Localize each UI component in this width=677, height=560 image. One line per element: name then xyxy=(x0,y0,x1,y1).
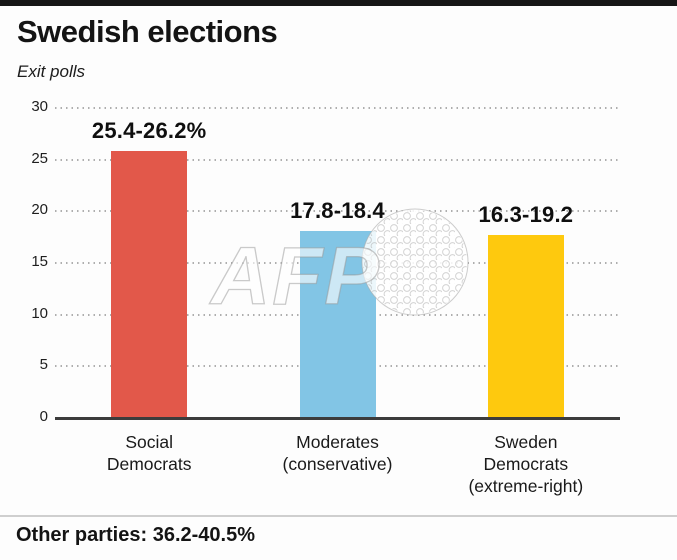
value-label-social-democrats: 25.4-26.2% xyxy=(91,118,207,144)
bar-moderates-conservative xyxy=(299,230,376,418)
category-label-line: (extreme-right) xyxy=(468,476,584,496)
y-tick-label-0: 0 xyxy=(39,408,48,425)
other-parties-note: Other parties: 36.2-40.5% xyxy=(16,524,255,546)
x-axis-line xyxy=(55,417,620,420)
top-accent-bar xyxy=(0,0,677,6)
page-subtitle: Exit polls xyxy=(17,62,86,81)
category-label-sweden-democrats-extreme-right: Sweden Democrats (extreme-right) xyxy=(416,431,636,497)
y-tick-label-10: 10 xyxy=(31,304,48,322)
category-label-line: Democrats xyxy=(106,454,192,474)
gridline-30 xyxy=(55,107,620,109)
gridline-20 xyxy=(55,210,620,213)
y-tick-label-20: 20 xyxy=(31,201,48,219)
category-label-line: Moderates xyxy=(296,432,379,452)
footer-divider xyxy=(0,515,677,517)
gridline-25 xyxy=(55,158,620,161)
bar-social-democrats xyxy=(111,151,188,418)
category-label-line: Sweden xyxy=(494,432,558,452)
category-label-social-democrats: Social Democrats xyxy=(39,431,259,475)
bar-chart: 0 5 10 15 20 25 30 25.4-26.2% Social Democrats 17.… xyxy=(31,98,636,497)
category-label-line: Social xyxy=(125,432,173,452)
category-label-line: Democrats xyxy=(483,454,569,474)
y-tick-label-5: 5 xyxy=(39,356,48,374)
bar-sweden-democrats-extreme-right xyxy=(487,234,564,418)
page-title: Swedish elections xyxy=(17,14,278,49)
value-label-sweden-democrats-extreme-right: 16.3-19.2 xyxy=(478,201,574,227)
category-label-moderates-conservative: Moderates (conservative) xyxy=(228,431,448,475)
category-label-line: (conservative) xyxy=(282,454,393,474)
y-tick-label-30: 30 xyxy=(31,98,48,115)
y-tick-label-15: 15 xyxy=(31,253,48,270)
y-tick-label-25: 25 xyxy=(31,149,48,167)
